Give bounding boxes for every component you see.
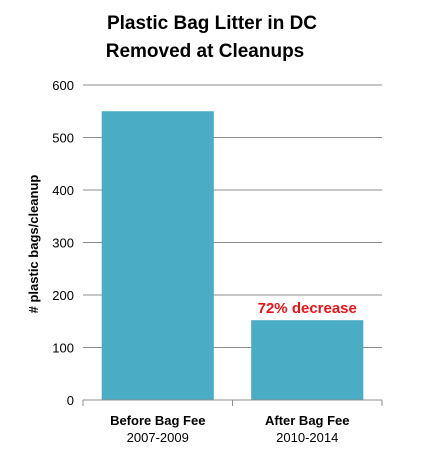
y-tick-label: 300 (52, 236, 74, 251)
category-label: Before Bag Fee (110, 413, 205, 428)
y-axis-ticks: 0 100 200 300 400 500 600 (52, 78, 74, 408)
y-axis-label: # plastic bags/cleanup (26, 175, 41, 314)
x-axis-categories: Before Bag Fee 2007-2009 After Bag Fee 2010… (110, 413, 349, 445)
chart-title-line-1: Plastic Bag Litter in DC (107, 13, 317, 34)
y-tick-label: 600 (52, 78, 74, 93)
y-tick-label: 0 (67, 393, 74, 408)
bar (251, 320, 364, 400)
y-tick-label: 200 (52, 288, 74, 303)
chart-title-line-2: Removed at Cleanups (106, 41, 305, 62)
category-sublabel: 2010-2014 (276, 430, 338, 445)
bar (101, 111, 214, 400)
category-sublabel: 2007-2009 (127, 430, 189, 445)
x-axis (82, 399, 383, 406)
category-label: After Bag Fee (265, 413, 350, 428)
y-tick-label: 500 (52, 131, 74, 146)
y-tick-label: 100 (52, 341, 74, 356)
bars (101, 111, 364, 400)
decrease-annotation: 72% decrease (258, 300, 357, 317)
y-tick-label: 400 (52, 183, 74, 198)
